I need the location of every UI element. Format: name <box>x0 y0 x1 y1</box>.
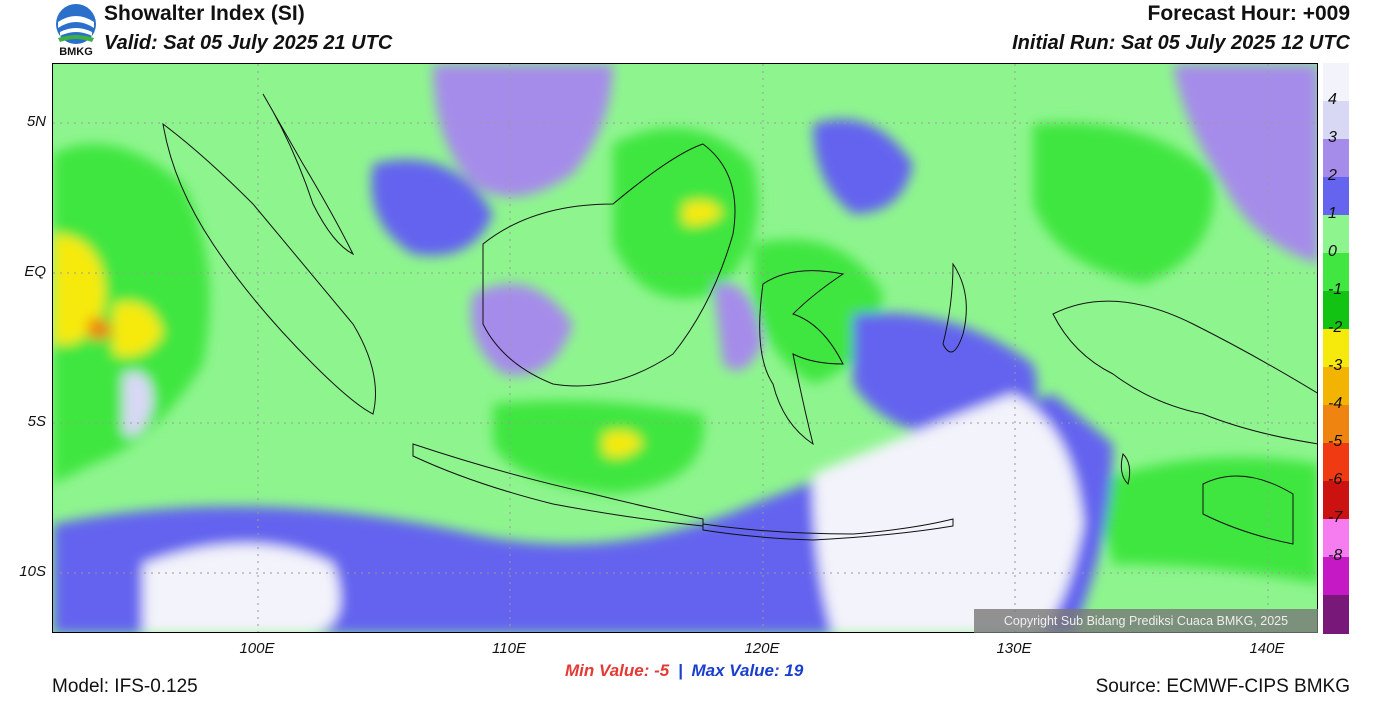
field-green-pacific <box>1033 122 1215 284</box>
coastlines <box>162 93 1317 545</box>
colorbar-label: 2 <box>1328 167 1337 184</box>
copyright-notice: Copyright Sub Bidang Prediksi Cuaca BMKG… <box>974 609 1318 633</box>
min-value: -5 <box>654 661 670 680</box>
lon-label-110e: 110E <box>492 640 526 657</box>
colorbar-label: -6 <box>1328 471 1343 488</box>
colorbar-segment <box>1323 595 1349 634</box>
field-orange-west <box>88 318 113 340</box>
lon-label-130e: 130E <box>996 640 1032 657</box>
field-green-east <box>1093 457 1317 584</box>
colorbar-segment <box>1323 215 1349 254</box>
graticule <box>53 64 1317 632</box>
coast-malay-peninsula <box>262 93 355 256</box>
min-max-separator: | <box>677 661 683 680</box>
field-yellow-west <box>53 234 105 344</box>
initial-run: Initial Run: Sat 05 July 2025 12 UTC <box>1012 32 1350 54</box>
model-name: Model: IFS-0.125 <box>52 676 198 697</box>
coast-aru <box>1120 453 1131 485</box>
colorbar-segment <box>1323 443 1349 482</box>
max-value-label: Max Value: <box>691 661 780 680</box>
colorbar-segment <box>1323 177 1349 216</box>
colorbar-segment <box>1323 519 1349 558</box>
chart-title: Showalter Index (SI) <box>104 2 305 25</box>
colorbar-segment <box>1323 367 1349 406</box>
field-blue-makassar <box>713 282 763 371</box>
coast-new-guinea <box>1052 300 1317 445</box>
colorbar-segment <box>1323 329 1349 368</box>
field-blue-pacific-arc <box>813 119 913 214</box>
logo-text: BMKG <box>59 46 93 58</box>
min-max-values: Min Value: -5 | Max Value: 19 <box>565 661 803 681</box>
colorbar-label: 0 <box>1328 243 1337 260</box>
field-pale-arc <box>123 372 153 436</box>
lon-label-140e: 140E <box>1249 640 1285 657</box>
lon-label-120e: 120E <box>744 640 780 657</box>
showalter-index-map <box>52 63 1318 633</box>
colorbar-label: 3 <box>1328 129 1337 146</box>
colorbar-segment <box>1323 139 1349 178</box>
colorbar-label: -2 <box>1328 319 1343 336</box>
coast-australia <box>1202 475 1294 545</box>
lat-label-eq: EQ <box>24 263 46 280</box>
colorbar-segment <box>1323 253 1349 292</box>
field-yellow-borneo <box>683 200 723 226</box>
colorbar-segment <box>1323 101 1349 140</box>
field-blue-north <box>433 64 613 197</box>
colorbar-segment <box>1323 481 1349 520</box>
lat-label-5n: 5N <box>26 113 46 130</box>
coast-lesser-sunda <box>702 518 954 541</box>
max-value: 19 <box>784 661 804 680</box>
field-blue-mid-north <box>371 159 493 256</box>
min-value-label: Min Value: <box>565 661 650 680</box>
forecast-hour: Forecast Hour: +009 <box>1147 2 1351 25</box>
colorbar-label: -3 <box>1328 357 1343 374</box>
colorbar-segment <box>1323 63 1349 102</box>
lat-label-10s: 10S <box>19 563 46 580</box>
field-pale-sw <box>143 544 340 632</box>
colorbar-segment <box>1323 291 1349 330</box>
colorbar-label: -5 <box>1328 433 1343 450</box>
lat-label-5s: 5S <box>27 413 46 430</box>
field-blue-center <box>471 284 573 376</box>
colorbar-label: -8 <box>1328 547 1343 564</box>
colorbar-label: 4 <box>1328 91 1337 108</box>
colorbar <box>1323 63 1349 634</box>
field-blue-east-top <box>1173 64 1317 264</box>
lon-label-100e: 100E <box>239 640 275 657</box>
colorbar-segment <box>1323 557 1349 596</box>
field-green-java-sea <box>493 400 704 494</box>
colorbar-label: -4 <box>1328 395 1343 412</box>
bmkg-logo: BMKG <box>52 2 100 60</box>
colorbar-label: -7 <box>1328 509 1343 526</box>
colorbar-label: 1 <box>1328 205 1337 222</box>
colorbar-label: -1 <box>1328 281 1343 298</box>
valid-time: Valid: Sat 05 July 2025 21 UTC <box>104 32 393 54</box>
field-yellow-java <box>603 430 643 458</box>
field-green-sulawesi <box>753 239 883 384</box>
coast-borneo <box>482 143 736 387</box>
coast-sulawesi <box>759 270 845 446</box>
colorbar-segment <box>1323 405 1349 444</box>
data-source: Source: ECMWF-CIPS BMKG <box>1095 676 1350 697</box>
field-yellow-west2 <box>113 302 163 357</box>
coast-halmahera <box>942 262 967 353</box>
coast-sumatra <box>162 122 376 415</box>
